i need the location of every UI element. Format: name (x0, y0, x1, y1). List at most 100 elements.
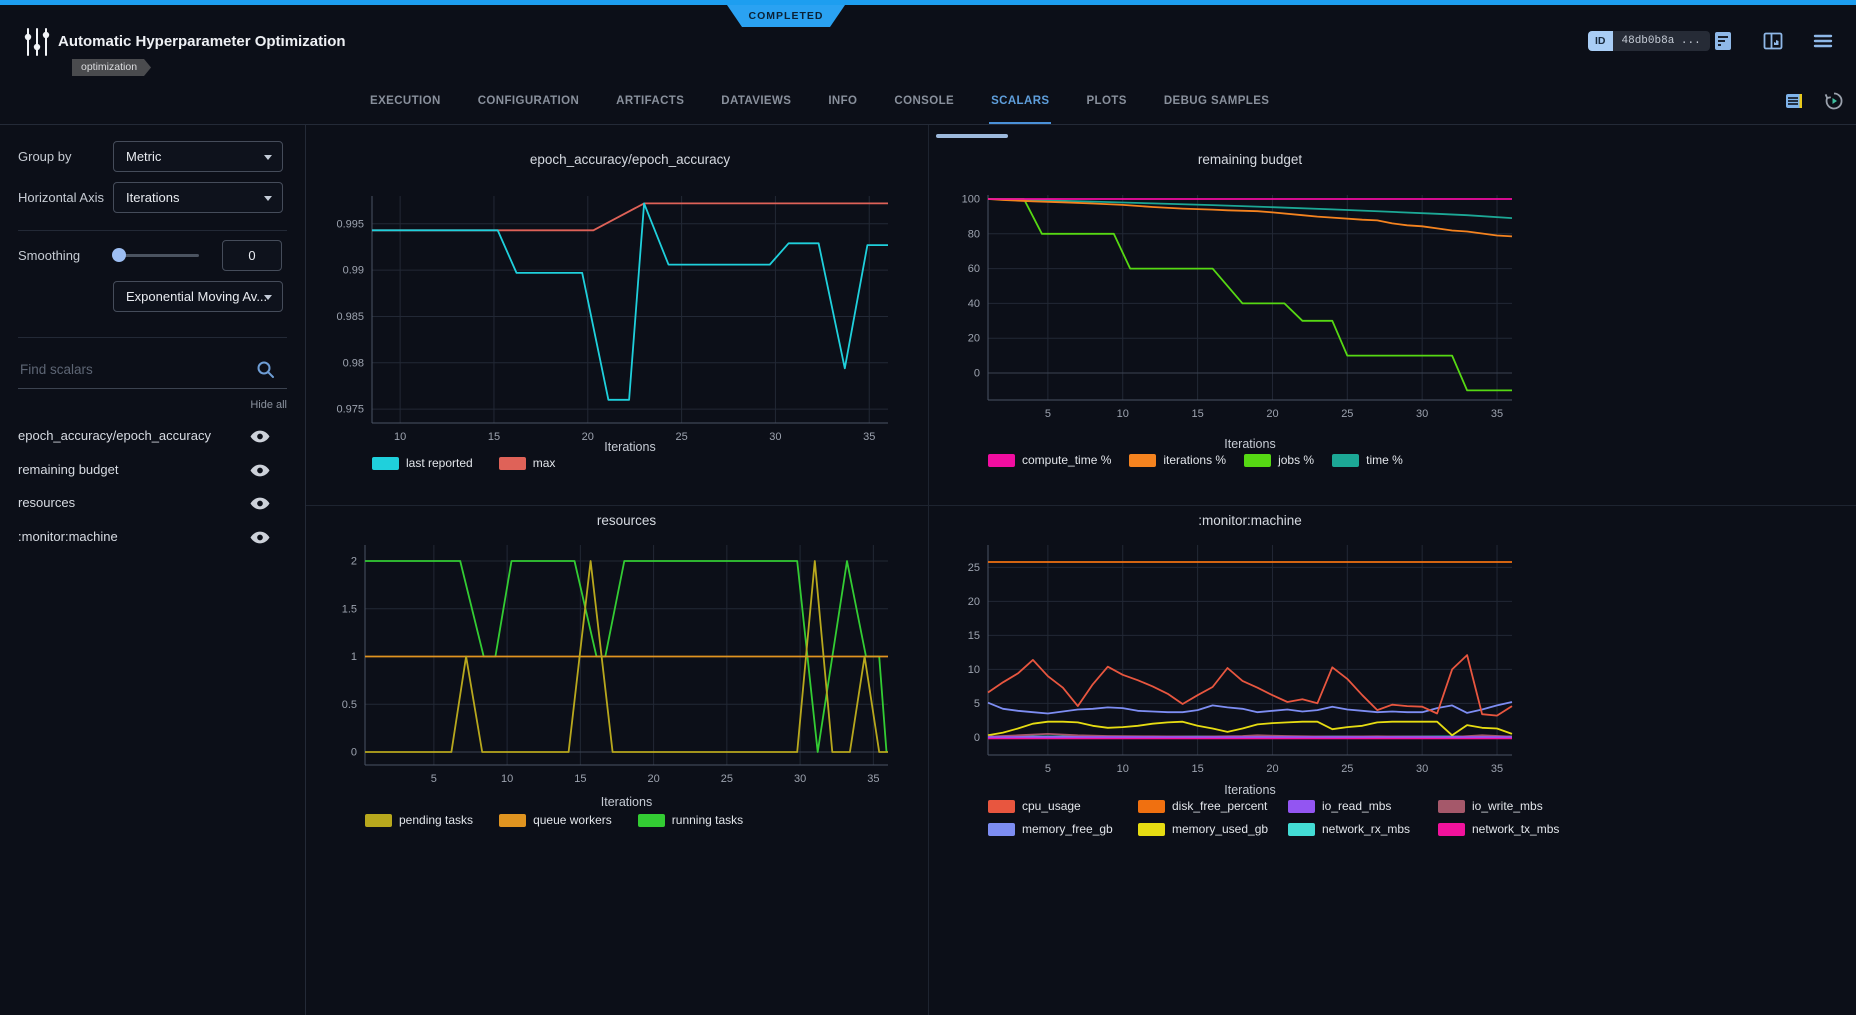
leg-label: max (532, 456, 556, 470)
horizontal-scrollbar-thumb[interactable] (936, 134, 1008, 138)
svg-text:30: 30 (769, 431, 781, 443)
chart-plot-area[interactable]: 10 15 20 25 30 35 0.975 0.98 0.985 0.99 0.995 (306, 124, 928, 505)
chart-plot-area[interactable]: 5 10 15 20 25 30 35 0 5 10 15 20 25 (928, 505, 1856, 1015)
legend-item-network-tx-mbs[interactable]: network_tx_mbs (1438, 822, 1588, 836)
tab-console[interactable]: CONSOLE (894, 95, 955, 107)
svg-text:10: 10 (968, 664, 980, 676)
smoothing-slider-handle[interactable] (112, 248, 126, 262)
svg-text:60: 60 (968, 263, 980, 275)
eye-visibility-icon[interactable] (250, 430, 270, 444)
chevron-down-icon (264, 295, 272, 300)
leg-label: jobs % (1278, 453, 1315, 467)
tab-debug-samples[interactable]: DEBUG SAMPLES (1163, 95, 1270, 107)
leg-label: network_tx_mbs (1472, 822, 1560, 836)
legend-item-disk-free-percent[interactable]: disk_free_percent (1138, 799, 1288, 813)
chart-title: remaining budget (1197, 152, 1303, 167)
legend-item-pending-tasks[interactable]: pending tasks (365, 813, 473, 827)
tab-configuration[interactable]: CONFIGURATION (477, 95, 580, 107)
smoothing-label: Smoothing (18, 248, 81, 263)
group-by-select[interactable]: Metric (113, 141, 283, 172)
compare-panel-icon[interactable] (1762, 30, 1784, 52)
search-input[interactable] (18, 355, 252, 383)
experiment-id-chip[interactable]: ID 48db0b8a ... (1588, 31, 1710, 51)
svg-text:10: 10 (394, 431, 406, 443)
svg-text:25: 25 (1341, 408, 1353, 420)
eye-visibility-icon[interactable] (250, 531, 270, 545)
svg-text:20: 20 (647, 773, 659, 785)
legend-item-cpu-usage[interactable]: cpu_usage (988, 799, 1138, 813)
legend-item-compute-time-[interactable]: compute_time % (988, 453, 1111, 467)
search-underline (18, 388, 287, 389)
x-axis-label: Iterations (604, 440, 656, 454)
svg-text:0: 0 (974, 368, 980, 380)
svg-text:20: 20 (582, 431, 594, 443)
svg-text:25: 25 (721, 773, 733, 785)
svg-text:0: 0 (351, 747, 357, 759)
legend-item-iterations-[interactable]: iterations % (1129, 453, 1226, 467)
tab-artifacts[interactable]: ARTIFACTS (616, 95, 685, 107)
tab-dataviews[interactable]: DATAVIEWS (721, 95, 792, 107)
svg-text:0.985: 0.985 (336, 311, 364, 323)
legend-item-last-reported[interactable]: last reported (372, 456, 473, 470)
search-icon[interactable] (256, 360, 275, 379)
svg-text:15: 15 (968, 630, 980, 642)
experiment-details-icon[interactable] (1712, 30, 1734, 52)
legend-swatch (1332, 453, 1360, 467)
chart-title: :monitor:machine (1198, 513, 1302, 528)
sidebar-divider (305, 124, 306, 1015)
tab-plots[interactable]: PLOTS (1086, 95, 1127, 107)
legend-item-running-tasks[interactable]: running tasks (637, 813, 743, 827)
tab-scalars[interactable]: SCALARS (989, 88, 1052, 124)
tag-optimization[interactable]: optimization (72, 59, 151, 76)
chart-column-divider (928, 125, 929, 1015)
x-axis-label: Iterations (1224, 783, 1276, 797)
smoothing-method-select[interactable]: Exponential Moving Av... (113, 281, 283, 312)
legend-item-time-[interactable]: time % (1332, 453, 1403, 467)
scalar-item-label: resources (18, 495, 76, 511)
svg-text:5: 5 (1045, 763, 1051, 775)
id-value: 48db0b8a ... (1612, 31, 1710, 51)
svg-text:1.5: 1.5 (342, 603, 357, 615)
id-label: ID (1588, 31, 1613, 51)
svg-text:25: 25 (968, 562, 980, 574)
chart-plot-area[interactable]: 5 10 15 20 25 30 35 0 20 40 60 80 100 (928, 124, 1856, 505)
leg-label: cpu_usage (1022, 799, 1081, 813)
menu-icon[interactable] (1812, 30, 1834, 52)
chart-plot-area[interactable]: 5 10 15 20 25 30 35 0 0.5 1 1.5 2 (306, 505, 928, 1015)
header-divider (0, 124, 1856, 125)
tab-execution[interactable]: EXECUTION (370, 95, 441, 107)
chart-legend: last reported max (372, 456, 555, 470)
legend-item-jobs-[interactable]: jobs % (1244, 453, 1314, 467)
chart-row-divider (306, 505, 1856, 506)
legend-item-io-write-mbs[interactable]: io_write_mbs (1438, 799, 1588, 813)
horizontal-axis-select[interactable]: Iterations (113, 182, 283, 213)
eye-visibility-icon[interactable] (250, 464, 270, 478)
sidebar-section-divider (18, 337, 287, 338)
chart-legend: pending tasks queue workers running tasks (365, 813, 743, 827)
table-view-icon[interactable] (1784, 91, 1804, 111)
legend-swatch (637, 813, 665, 827)
scalar-item-label: remaining budget (18, 461, 119, 477)
tab-info[interactable]: INFO (828, 95, 858, 107)
eye-visibility-icon[interactable] (250, 497, 270, 511)
smoothing-value-input[interactable] (222, 240, 282, 271)
legend-item-memory-used-gb[interactable]: memory_used_gb (1138, 822, 1288, 836)
legend-item-io-read-mbs[interactable]: io_read_mbs (1288, 799, 1438, 813)
x-axis-label: Iterations (1224, 437, 1276, 451)
experiment-title: Automatic Hyperparameter Optimization (58, 33, 346, 50)
legend-swatch (372, 456, 399, 470)
legend-item-queue-workers[interactable]: queue workers (499, 813, 612, 827)
hide-all-button[interactable]: Hide all (250, 399, 287, 411)
legend-item-memory-free-gb[interactable]: memory_free_gb (988, 822, 1138, 836)
smoothing-slider-track[interactable] (115, 254, 199, 257)
auto-refresh-icon[interactable] (1824, 91, 1844, 111)
legend-swatch (1288, 822, 1315, 836)
legend-swatch (988, 799, 1015, 813)
smoothing-method-value: Exponential Moving Av... (126, 289, 268, 304)
tab-bar: EXECUTION CONFIGURATION ARTIFACTS DATAVIEWS… (368, 88, 1271, 124)
legend-item-network-rx-mbs[interactable]: network_rx_mbs (1288, 822, 1438, 836)
status-badge: COMPLETED (727, 5, 845, 27)
legend-swatch (365, 813, 392, 827)
legend-item-max[interactable]: max (498, 456, 556, 470)
